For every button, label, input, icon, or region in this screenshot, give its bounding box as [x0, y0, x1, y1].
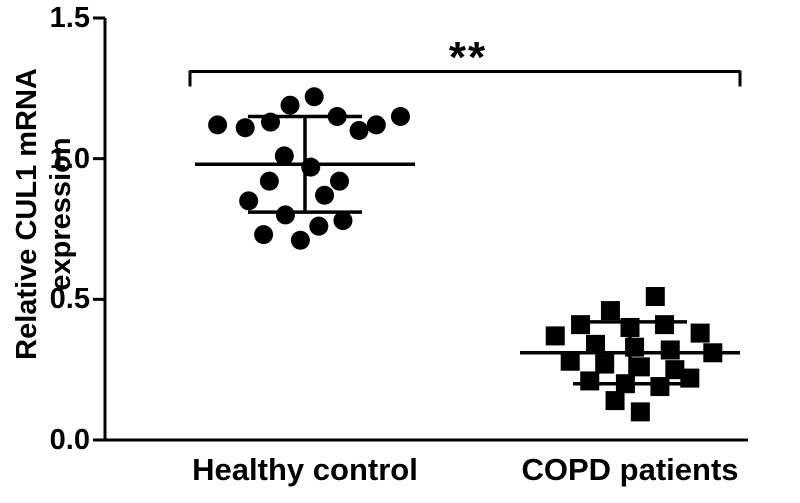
data-point-square — [645, 287, 665, 307]
data-point-circle — [254, 225, 274, 245]
data-point-square — [650, 377, 670, 397]
data-point-square — [545, 326, 565, 346]
data-point-square — [655, 315, 674, 335]
data-point-square — [571, 315, 591, 335]
data-point-circle — [274, 146, 294, 166]
y-tick-label: 0.5 — [49, 283, 90, 316]
significance-label: ** — [448, 33, 488, 82]
x-category-label: Healthy control — [192, 452, 418, 487]
data-point-square — [595, 354, 615, 374]
data-point-square — [690, 323, 710, 343]
data-point-circle — [290, 230, 310, 250]
data-point-circle — [366, 115, 386, 135]
data-point-square — [605, 391, 625, 411]
data-point-circle — [275, 205, 295, 225]
data-point-circle — [304, 87, 324, 107]
data-point-square — [560, 351, 580, 371]
x-category-label: COPD patients — [521, 452, 739, 487]
y-tick-label: 0.0 — [49, 424, 90, 456]
data-point-circle — [315, 185, 335, 205]
data-point-circle — [390, 106, 410, 126]
data-point-circle — [349, 121, 369, 141]
data-point-square — [630, 357, 650, 377]
data-point-circle — [239, 191, 259, 211]
data-point-circle — [330, 171, 349, 191]
data-point-circle — [280, 95, 300, 115]
data-point-circle — [208, 115, 228, 135]
data-point-square — [660, 340, 680, 360]
data-point-circle — [259, 171, 279, 191]
data-point-square — [586, 334, 605, 354]
data-point-square — [580, 371, 600, 391]
data-point-square — [630, 402, 650, 422]
data-point-circle — [333, 211, 353, 231]
data-point-circle — [309, 216, 329, 236]
data-point-square — [600, 301, 620, 321]
data-point-circle — [235, 118, 255, 138]
data-point-square — [665, 360, 685, 380]
y-tick-label: 1.0 — [49, 142, 90, 175]
y-tick-label: 1.5 — [49, 2, 90, 34]
